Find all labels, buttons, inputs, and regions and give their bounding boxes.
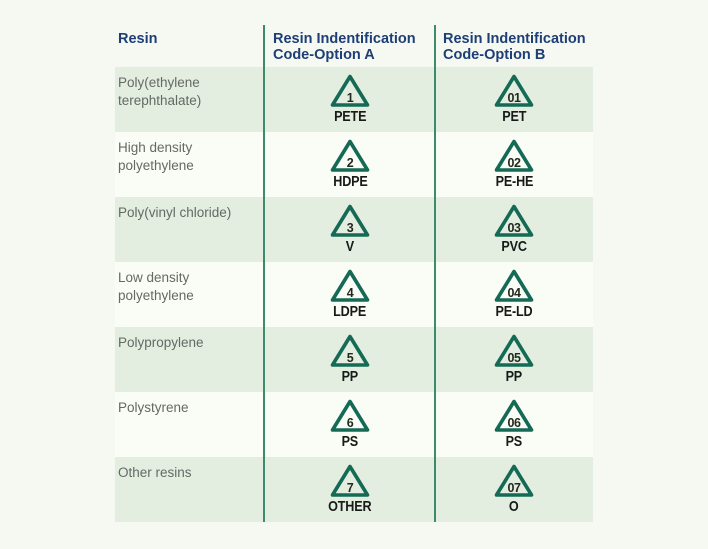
svg-text:02: 02 xyxy=(508,156,521,170)
code-cell-option-b: 06 PS xyxy=(435,392,593,457)
code-cell-option-a: 5 PP xyxy=(265,327,435,392)
table-row: Other resins 7 OTHER 07 O xyxy=(115,457,593,522)
resin-code-label: PE-HE xyxy=(495,173,533,190)
svg-text:01: 01 xyxy=(508,91,521,105)
code-cell-option-b: 04 PE-LD xyxy=(435,262,593,327)
resin-name-cell: Polystyrene xyxy=(118,400,189,415)
column-divider-b xyxy=(434,25,436,522)
table-row: Poly(ethylene terephthalate) 1 PETE 01 P… xyxy=(115,67,593,132)
code-cell-option-b: 02 PE-HE xyxy=(435,132,593,197)
svg-text:06: 06 xyxy=(508,416,521,430)
resin-name-cell: Poly(ethylene terephthalate) xyxy=(118,75,202,108)
resin-code-label: PET xyxy=(501,108,526,125)
table-row: Polypropylene 5 PP 05 PP xyxy=(115,327,593,392)
resin-code-label: OTHER xyxy=(328,498,372,515)
recycling-triangle-icon: 06 xyxy=(494,399,534,432)
resin-code-label: PP xyxy=(505,368,523,385)
svg-text:1: 1 xyxy=(347,91,354,105)
resin-code-label: LDPE xyxy=(333,303,367,320)
svg-text:4: 4 xyxy=(347,286,354,300)
code-cell-option-b: 03 PVC xyxy=(435,197,593,262)
resin-code-label: PETE xyxy=(333,108,367,125)
svg-text:2: 2 xyxy=(347,156,354,170)
table-row: High density polyethylene 2 HDPE 02 PE-H… xyxy=(115,132,593,197)
code-cell-option-a: 3 V xyxy=(265,197,435,262)
column-header-option-b-line2: Code-Option B xyxy=(443,47,546,63)
resin-code-label: PS xyxy=(505,433,523,450)
recycling-triangle-icon: 02 xyxy=(494,139,534,172)
recycling-triangle-icon: 3 xyxy=(330,204,370,237)
recycling-triangle-icon: 07 xyxy=(494,464,534,497)
resin-code-label: PVC xyxy=(501,238,527,255)
svg-text:03: 03 xyxy=(508,221,521,235)
svg-text:6: 6 xyxy=(347,416,354,430)
resin-code-label: V xyxy=(345,238,355,255)
recycling-triangle-icon: 04 xyxy=(494,269,534,302)
table-row: Poly(vinyl chloride) 3 V 03 PVC xyxy=(115,197,593,262)
column-header-option-b-line1: Resin Indentification xyxy=(443,31,586,47)
column-header-option-a: Resin Indentification Code-Option A xyxy=(265,25,435,67)
resin-name-cell: Polypropylene xyxy=(118,335,204,350)
svg-text:7: 7 xyxy=(347,481,354,495)
resin-name-cell: Other resins xyxy=(118,465,192,480)
resin-code-label: PP xyxy=(341,368,359,385)
code-cell-option-b: 07 O xyxy=(435,457,593,522)
resin-name-cell: Low density polyethylene xyxy=(118,270,194,303)
code-cell-option-a: 1 PETE xyxy=(265,67,435,132)
svg-text:04: 04 xyxy=(508,286,521,300)
column-header-option-a-line1: Resin Indentification xyxy=(273,31,416,47)
table-row: Low density polyethylene 4 LDPE 04 PE-LD xyxy=(115,262,593,327)
code-cell-option-b: 05 PP xyxy=(435,327,593,392)
svg-text:05: 05 xyxy=(508,351,521,365)
recycling-triangle-icon: 4 xyxy=(330,269,370,302)
resin-code-label: PS xyxy=(341,433,359,450)
recycling-triangle-icon: 7 xyxy=(330,464,370,497)
code-cell-option-a: 7 OTHER xyxy=(265,457,435,522)
code-cell-option-a: 2 HDPE xyxy=(265,132,435,197)
recycling-triangle-icon: 1 xyxy=(330,74,370,107)
resin-codes-table: Resin Resin Indentification Code-Option … xyxy=(115,25,593,522)
column-header-resin: Resin xyxy=(115,25,265,67)
table-header-row: Resin Resin Indentification Code-Option … xyxy=(115,25,593,67)
code-cell-option-b: 01 PET xyxy=(435,67,593,132)
resin-code-label: PE-LD xyxy=(495,303,533,320)
recycling-triangle-icon: 6 xyxy=(330,399,370,432)
svg-text:07: 07 xyxy=(508,481,521,495)
recycling-triangle-icon: 01 xyxy=(494,74,534,107)
resin-name-cell: High density polyethylene xyxy=(118,140,194,173)
resin-name-cell: Poly(vinyl chloride) xyxy=(118,205,232,220)
recycling-triangle-icon: 5 xyxy=(330,334,370,367)
svg-text:3: 3 xyxy=(347,221,354,235)
recycling-triangle-icon: 2 xyxy=(330,139,370,172)
recycling-triangle-icon: 05 xyxy=(494,334,534,367)
column-header-option-b: Resin Indentification Code-Option B xyxy=(435,25,593,67)
table-row: Polystyrene 6 PS 06 PS xyxy=(115,392,593,457)
svg-text:5: 5 xyxy=(347,351,354,365)
column-header-option-a-line2: Code-Option A xyxy=(273,47,375,63)
resin-code-label: HDPE xyxy=(332,173,368,190)
code-cell-option-a: 4 LDPE xyxy=(265,262,435,327)
resin-code-label: O xyxy=(509,498,519,515)
recycling-triangle-icon: 03 xyxy=(494,204,534,237)
column-divider-a xyxy=(263,25,265,522)
column-header-resin-label: Resin xyxy=(118,31,158,47)
code-cell-option-a: 6 PS xyxy=(265,392,435,457)
